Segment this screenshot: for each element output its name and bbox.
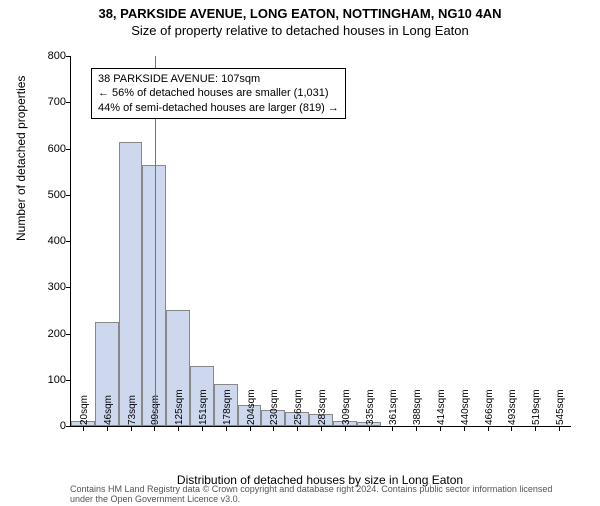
y-tick-label: 0 [31, 420, 66, 432]
x-tick-label: 204sqm [246, 389, 257, 425]
x-tick-label: 20sqm [79, 395, 90, 425]
plot-region: 010020030040050060070080020sqm46sqm73sqm… [70, 56, 571, 427]
x-tick-label: 466sqm [484, 389, 495, 425]
y-tick-label: 600 [31, 143, 66, 155]
x-tick-mark [511, 426, 512, 431]
x-tick-mark [416, 426, 417, 431]
y-tick-mark [66, 426, 71, 427]
y-tick-label: 200 [31, 328, 66, 340]
annotation-line: ← 56% of detached houses are smaller (1,… [98, 86, 339, 100]
y-tick-mark [66, 149, 71, 150]
x-tick-label: 46sqm [103, 395, 114, 425]
x-tick-label: 440sqm [460, 389, 471, 425]
x-tick-mark [154, 426, 155, 431]
annotation-line: 38 PARKSIDE AVENUE: 107sqm [98, 72, 339, 86]
x-tick-mark [131, 426, 132, 431]
x-tick-label: 256sqm [293, 389, 304, 425]
x-tick-label: 309sqm [341, 389, 352, 425]
annotation-box: 38 PARKSIDE AVENUE: 107sqm← 56% of detac… [91, 68, 346, 119]
x-tick-label: 545sqm [555, 389, 566, 425]
y-tick-label: 100 [31, 374, 66, 386]
x-tick-label: 519sqm [531, 389, 542, 425]
x-tick-mark [559, 426, 560, 431]
x-tick-label: 73sqm [127, 395, 138, 425]
y-tick-mark [66, 195, 71, 196]
y-tick-label: 700 [31, 96, 66, 108]
x-tick-mark [297, 426, 298, 431]
y-tick-mark [66, 334, 71, 335]
x-tick-mark [178, 426, 179, 431]
y-tick-label: 400 [31, 235, 66, 247]
x-tick-mark [321, 426, 322, 431]
x-tick-label: 335sqm [365, 389, 376, 425]
y-tick-mark [66, 102, 71, 103]
footer-attribution: Contains HM Land Registry data © Crown c… [70, 484, 570, 504]
x-tick-mark [392, 426, 393, 431]
x-tick-mark [107, 426, 108, 431]
chart-subtitle: Size of property relative to detached ho… [0, 23, 600, 38]
chart-title: 38, PARKSIDE AVENUE, LONG EATON, NOTTING… [0, 6, 600, 21]
y-tick-label: 300 [31, 281, 66, 293]
y-tick-label: 800 [31, 50, 66, 62]
histogram-bar [119, 142, 143, 426]
y-axis-label: Number of detached properties [14, 76, 28, 241]
x-tick-mark [488, 426, 489, 431]
x-tick-label: 388sqm [412, 389, 423, 425]
x-tick-label: 230sqm [269, 389, 280, 425]
x-tick-mark [535, 426, 536, 431]
x-tick-mark [273, 426, 274, 431]
x-tick-label: 178sqm [222, 389, 233, 425]
y-tick-mark [66, 287, 71, 288]
x-tick-mark [345, 426, 346, 431]
x-tick-label: 493sqm [507, 389, 518, 425]
x-tick-label: 125sqm [174, 389, 185, 425]
x-tick-label: 361sqm [388, 389, 399, 425]
x-tick-mark [226, 426, 227, 431]
y-tick-mark [66, 380, 71, 381]
x-tick-mark [202, 426, 203, 431]
x-tick-label: 151sqm [198, 389, 209, 425]
annotation-line: 44% of semi-detached houses are larger (… [98, 101, 339, 115]
x-tick-mark [464, 426, 465, 431]
y-tick-mark [66, 241, 71, 242]
x-tick-label: 283sqm [317, 389, 328, 425]
x-tick-mark [369, 426, 370, 431]
chart-area: 010020030040050060070080020sqm46sqm73sqm… [70, 56, 570, 426]
x-tick-mark [440, 426, 441, 431]
y-tick-mark [66, 56, 71, 57]
x-tick-mark [250, 426, 251, 431]
x-tick-mark [83, 426, 84, 431]
x-tick-label: 414sqm [436, 389, 447, 425]
y-tick-label: 500 [31, 189, 66, 201]
